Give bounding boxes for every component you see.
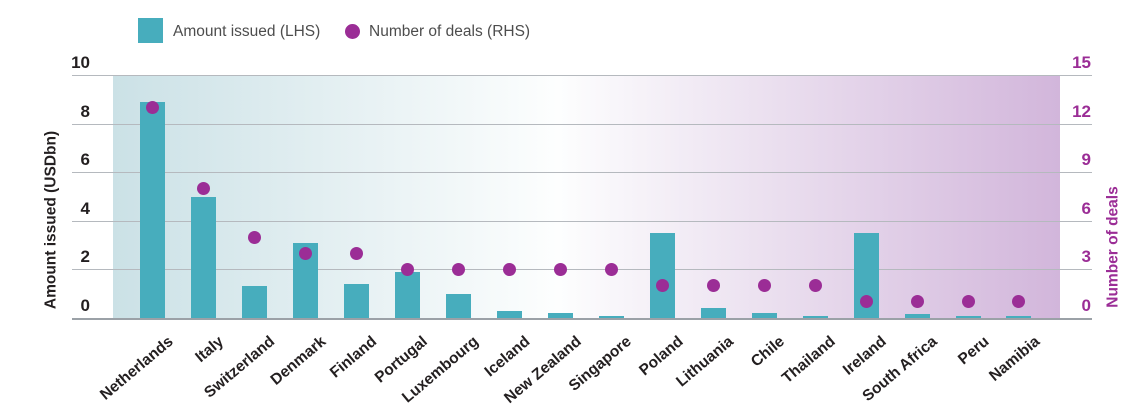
bar-poland bbox=[649, 232, 675, 318]
bar-portugal bbox=[394, 271, 420, 318]
x-label-denmark: Denmark bbox=[267, 333, 330, 389]
x-label-namibia: Namibia bbox=[985, 333, 1043, 385]
bar-chile bbox=[751, 313, 777, 318]
dot-chile bbox=[757, 279, 771, 293]
bar-luxembourg bbox=[445, 293, 471, 318]
left-axis-tick-2: 2 bbox=[80, 247, 90, 267]
dot-singapore bbox=[604, 262, 618, 276]
dot-italy bbox=[196, 181, 210, 195]
bar-switzerland bbox=[241, 286, 267, 318]
right-axis-tick-12: 12 bbox=[1072, 101, 1091, 121]
bar-italy bbox=[190, 196, 216, 318]
dot-luxembourg bbox=[451, 262, 465, 276]
bar-finland bbox=[343, 283, 369, 318]
bar-peru bbox=[955, 315, 981, 318]
plot-background-gradient bbox=[113, 75, 1060, 318]
left-axis-tick-4: 4 bbox=[80, 198, 90, 218]
dot-portugal bbox=[400, 262, 414, 276]
x-label-peru: Peru bbox=[954, 333, 992, 369]
bar-namibia bbox=[1006, 315, 1032, 318]
bar-lithuania bbox=[700, 308, 726, 318]
bar-netherlands bbox=[140, 101, 165, 318]
dot-peru bbox=[961, 295, 975, 309]
legend-deals-swatch bbox=[345, 24, 360, 39]
x-label-chile: Chile bbox=[748, 333, 789, 371]
dot-finland bbox=[349, 246, 363, 260]
dot-new-zealand bbox=[553, 262, 567, 276]
dot-thailand bbox=[808, 279, 822, 293]
gridline-2 bbox=[72, 269, 1092, 271]
gridline-10 bbox=[72, 75, 1092, 76]
dot-poland bbox=[655, 279, 669, 293]
dot-netherlands bbox=[146, 100, 159, 114]
right-axis-tick-6: 6 bbox=[1081, 198, 1091, 218]
right-axis-title: Number of deals bbox=[1104, 186, 1122, 308]
dot-namibia bbox=[1012, 295, 1026, 309]
right-axis-tick-9: 9 bbox=[1081, 150, 1091, 170]
left-axis-tick-8: 8 bbox=[80, 101, 90, 121]
dot-south-africa bbox=[910, 295, 924, 309]
left-axis-tick-10: 10 bbox=[71, 53, 90, 72]
x-label-italy: Italy bbox=[192, 333, 228, 366]
legend-amount-swatch bbox=[138, 18, 163, 43]
gridline-6 bbox=[72, 172, 1092, 174]
right-axis-tick-0: 0 bbox=[1081, 296, 1091, 315]
dot-ireland bbox=[859, 295, 873, 309]
bar-new-zealand bbox=[547, 313, 573, 318]
right-axis-tick-3: 3 bbox=[1081, 247, 1091, 267]
right-axis-tick-15: 15 bbox=[1072, 53, 1091, 72]
left-axis-tick-0: 0 bbox=[80, 296, 90, 315]
legend-amount-label: Amount issued (LHS) bbox=[173, 23, 321, 40]
bar-iceland bbox=[496, 310, 522, 318]
bar-thailand bbox=[802, 315, 828, 318]
dot-lithuania bbox=[706, 279, 720, 293]
bar-south-africa bbox=[904, 314, 930, 318]
x-label-thailand: Thailand bbox=[779, 333, 840, 387]
legend-deals-label: Number of deals (RHS) bbox=[369, 23, 531, 40]
gridline-4 bbox=[72, 220, 1092, 222]
left-axis-tick-6: 6 bbox=[80, 150, 90, 170]
gridline-0 bbox=[72, 318, 1092, 320]
x-label-netherlands: Netherlands bbox=[96, 333, 177, 404]
bar-singapore bbox=[598, 315, 624, 318]
gridline-8 bbox=[72, 123, 1092, 125]
dot-denmark bbox=[298, 246, 312, 260]
dot-iceland bbox=[502, 262, 516, 276]
dot-switzerland bbox=[247, 230, 261, 244]
